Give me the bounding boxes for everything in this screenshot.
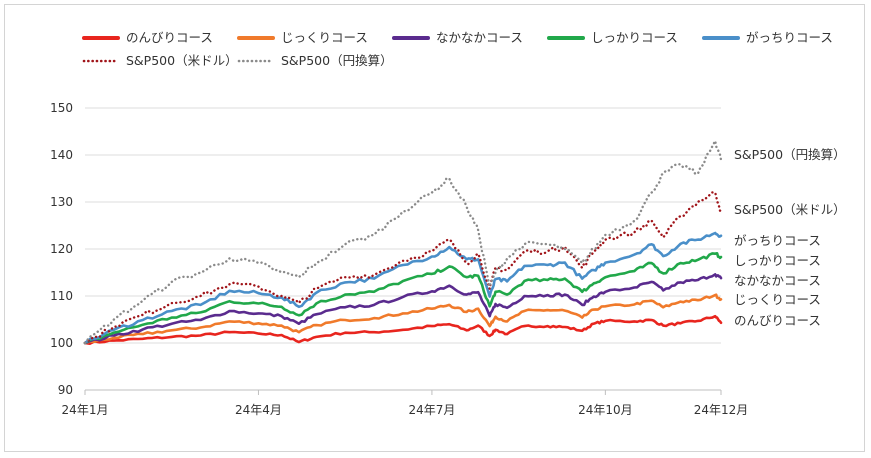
y-tick-label: 120 [50, 242, 73, 256]
series-end-label: のんびりコース [734, 313, 821, 328]
y-tick-label: 90 [58, 383, 73, 397]
series-end-label: S&P500（米ドル） [734, 202, 846, 217]
legend-label: しっかりコース [591, 30, 678, 45]
x-tick-label: 24年7月 [408, 403, 455, 417]
legend-label: じっくりコース [281, 30, 368, 45]
y-tick-label: 140 [50, 148, 73, 162]
y-tick-label: 110 [50, 289, 73, 303]
legend-label: S&P500（米ドル） [126, 53, 238, 68]
x-tick-label: 24年4月 [235, 403, 282, 417]
series-line-0 [83, 314, 723, 345]
legend-label: がっちりコース [746, 30, 833, 45]
x-tick-label: 24年10月 [578, 403, 633, 417]
series-line-1 [83, 293, 723, 345]
series-end-label: なかなかコース [734, 273, 821, 288]
series-line-6 [83, 139, 723, 345]
x-tick-label: 24年12月 [694, 403, 749, 417]
legend-item: なかなかコース [392, 30, 523, 45]
y-tick-label: 150 [50, 101, 73, 115]
series-line-3 [83, 252, 723, 345]
legend-item: S&P500（米ドル） [82, 53, 238, 68]
x-tick-label: 24年1月 [62, 403, 109, 417]
y-tick-label: 130 [50, 195, 73, 209]
series-end-label: しっかりコース [734, 253, 821, 268]
series-line-4 [83, 231, 723, 345]
legend-label: のんびりコース [126, 30, 213, 45]
y-axis-ticks: 90 100 110 120 130 140 150 [50, 101, 73, 397]
series-end-label: がっちりコース [734, 233, 821, 248]
chart-frame: のんびりコース じっくりコース なかなかコース しっかりコース がっちりコース S&P50… [4, 4, 865, 452]
x-axis-ticks: 24年1月 24年4月 24年7月 24年10月 24年12月 [62, 390, 749, 417]
legend-item: のんびりコース [82, 30, 213, 45]
series-line-2 [83, 273, 723, 345]
series-end-label: S&P500（円換算） [734, 147, 846, 162]
legend: のんびりコース じっくりコース なかなかコース しっかりコース がっちりコース S&P50… [82, 30, 833, 68]
legend-item: じっくりコース [237, 30, 368, 45]
legend-item: S&P500（円換算） [237, 53, 393, 68]
series-end-label: じっくりコース [734, 292, 821, 307]
y-tick-label: 100 [50, 336, 73, 350]
legend-item: しっかりコース [547, 30, 678, 45]
legend-item: がっちりコース [702, 30, 833, 45]
gridlines [85, 107, 721, 391]
series-lines [83, 139, 723, 345]
legend-label: なかなかコース [436, 30, 523, 45]
legend-label: S&P500（円換算） [281, 53, 393, 68]
line-chart: のんびりコース じっくりコース なかなかコース しっかりコース がっちりコースS&P50… [50, 30, 846, 417]
